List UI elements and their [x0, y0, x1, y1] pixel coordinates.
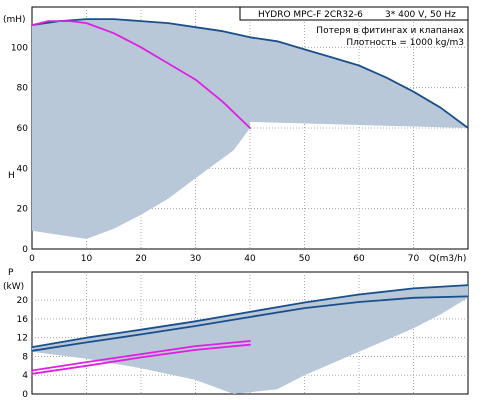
power-y-tick-label: 0: [22, 390, 28, 400]
head-x-tick-label: 70: [408, 254, 420, 264]
head-x-tick-label: 60: [353, 254, 365, 264]
head-operating-area: [32, 19, 468, 239]
power-axis-label: P: [8, 268, 14, 278]
head-x-tick-label: 30: [190, 254, 202, 264]
power-y-tick-label: 4: [22, 371, 28, 381]
power-series-line-4: [31, 343, 251, 375]
head-series-line-2: [31, 20, 251, 129]
head-x-tick-label: 50: [299, 254, 311, 264]
head-axis-unit: (mH): [3, 15, 26, 25]
power-curves: [31, 284, 469, 375]
power-chart: 0 4 8 12 16 20 P (kW): [3, 268, 469, 400]
head-y-tick-label: 60: [17, 124, 29, 134]
title-box: [239, 6, 469, 21]
head-x-tick-label: 40: [244, 254, 256, 264]
head-y-tick-label: 0: [22, 245, 28, 255]
flow-axis-unit: Q(m3/h): [429, 254, 466, 264]
power-y-tick-label: 20: [17, 296, 29, 306]
power-y-tick-label: 8: [22, 352, 28, 362]
head-curves: [31, 18, 469, 129]
head-x-tick-label: 0: [29, 254, 35, 264]
fittings-loss-note: Потеря в фитингах и клапанах: [316, 26, 464, 36]
power-operating-area: [32, 285, 468, 394]
power-series-line-2: [31, 295, 469, 352]
head-y-tick-label: 100: [11, 43, 28, 53]
head-x-tick-label: 10: [81, 254, 93, 264]
density-note: Плотность = 1000 kg/m3: [346, 38, 464, 48]
head-y-tick-label: 80: [17, 84, 29, 94]
power-y-tick-label: 16: [17, 315, 29, 325]
head-series-line-1: [31, 18, 469, 129]
head-chart: 0 20 40 60 80 100 0 10 20 30 40 50 60 70 H (mH) Q(m3…: [3, 6, 469, 264]
head-y-tick-labels: 0 20 40 60 80 100: [11, 43, 28, 255]
power-y-tick-labels: 0 4 8 12 16 20: [17, 296, 29, 400]
power-area-fill: [32, 285, 468, 394]
power-series-line-1: [31, 284, 469, 349]
head-x-tick-label: 20: [135, 254, 147, 264]
head-y-tick-label: 40: [17, 164, 29, 174]
power-supply-label: 3* 400 V, 50 Hz: [385, 10, 456, 20]
head-area-fill: [32, 19, 468, 239]
power-axis-unit: (kW): [3, 282, 24, 292]
head-x-tick-labels: 0 10 20 30 40 50 60 70: [29, 254, 419, 264]
power-y-tick-label: 12: [17, 334, 28, 344]
head-axis-label: H: [8, 171, 15, 181]
power-series-line-3: [31, 340, 251, 372]
pump-model-title: HYDRO MPC-F 2CR32-6: [258, 10, 363, 20]
head-y-tick-label: 20: [17, 205, 29, 215]
